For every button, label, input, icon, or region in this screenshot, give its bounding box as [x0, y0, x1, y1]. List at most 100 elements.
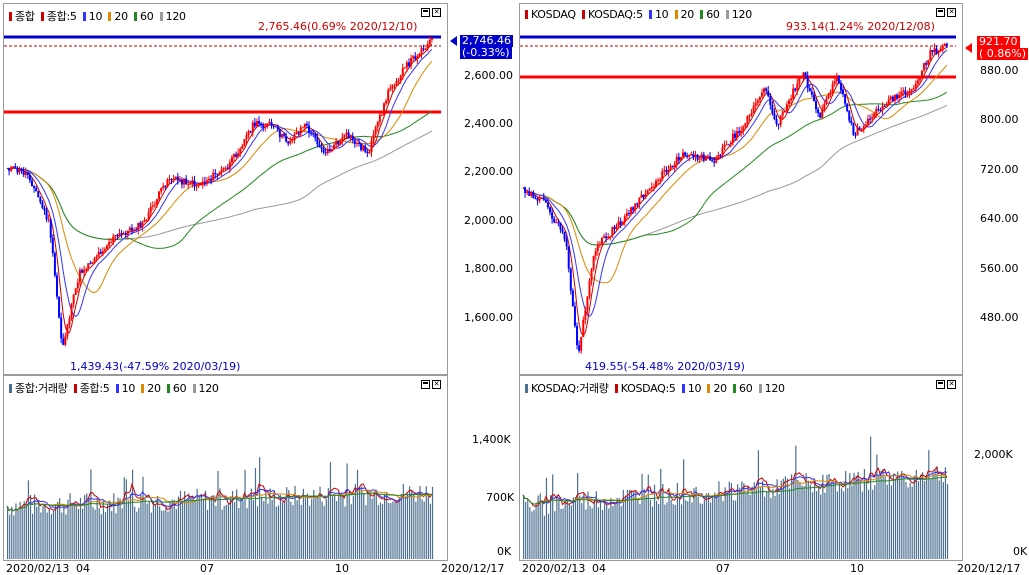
volume-bar — [574, 497, 577, 559]
legend-ma10: 10 — [88, 10, 103, 23]
legend-series: 종합 — [15, 10, 35, 23]
volume-bar — [730, 483, 733, 559]
candle-body — [532, 192, 535, 199]
volume-bar — [59, 498, 61, 559]
y-tick: 2,600.00 — [464, 69, 513, 82]
volume-bar — [897, 471, 899, 559]
candle-body — [39, 197, 42, 203]
candle-body — [262, 125, 265, 128]
kospi-current-change: (-0.33%) — [460, 46, 512, 59]
candle-body — [324, 152, 327, 154]
close-icon[interactable] — [432, 8, 441, 17]
candle-body — [416, 56, 419, 59]
kosdaq-price-panel[interactable]: KOSDAQ KOSDAQ:5 10 20 60 120 — [519, 3, 963, 375]
ma120-line — [6, 130, 433, 240]
volume-bar — [649, 499, 651, 559]
candle-body — [247, 131, 250, 136]
candle-body — [305, 123, 308, 126]
candle-body — [70, 303, 73, 319]
candle-body — [272, 125, 275, 127]
y-tick: 2,000.00 — [464, 214, 513, 227]
candle-body — [706, 156, 709, 158]
volume-bar — [9, 514, 11, 559]
maximize-icon[interactable] — [421, 380, 430, 389]
volume-bar — [329, 462, 332, 559]
volume-bar — [325, 499, 327, 559]
legend-ma5: 종합:5 — [79, 382, 110, 395]
volume-bar — [200, 493, 202, 559]
candle-body — [729, 142, 732, 145]
candle-body — [224, 167, 227, 169]
volume-bar — [115, 513, 117, 559]
candle-body — [862, 126, 865, 130]
candle-body — [723, 144, 726, 148]
volume-bar — [252, 500, 254, 559]
candle-body — [904, 90, 907, 95]
volume-bar — [697, 497, 699, 559]
candle-body — [549, 207, 552, 213]
volume-bar — [847, 488, 849, 559]
volume-bar — [878, 475, 880, 559]
volume-bar — [73, 505, 75, 559]
kospi-volume-plot — [6, 457, 434, 559]
candle-body — [725, 144, 728, 146]
volume-bar — [315, 497, 317, 559]
volume-bar — [545, 477, 548, 559]
candle-body — [665, 170, 668, 173]
candle-body — [889, 96, 892, 100]
volume-bar — [903, 473, 905, 559]
candle-body — [875, 108, 878, 114]
candle-body — [105, 245, 108, 250]
volume-bar — [121, 508, 123, 559]
candle-body — [781, 111, 784, 116]
maximize-icon[interactable] — [421, 8, 430, 17]
volume-bar — [259, 457, 261, 559]
candle-body — [765, 88, 768, 91]
close-icon[interactable] — [947, 380, 956, 389]
candle-body — [763, 88, 766, 93]
kosdaq-volume-plot — [522, 436, 949, 559]
candle-body — [914, 83, 917, 89]
candle-body — [630, 207, 633, 214]
volume-bar — [691, 502, 693, 559]
candle-body — [45, 210, 48, 220]
candle-body — [333, 144, 336, 150]
volume-bar — [313, 490, 315, 559]
volume-bar — [294, 485, 296, 559]
volume-bar — [52, 510, 55, 559]
volume-bar — [269, 488, 271, 559]
candle-body — [785, 104, 788, 111]
candle-body — [228, 162, 231, 169]
maximize-icon[interactable] — [936, 380, 945, 389]
candle-body — [673, 163, 676, 168]
vol-tick: 0K — [497, 545, 512, 558]
candle-body — [422, 48, 425, 50]
volume-bar — [946, 483, 949, 559]
candle-body — [544, 199, 547, 203]
legend-series: 종합:거래량 — [15, 382, 68, 395]
candle-body — [326, 149, 329, 154]
candle-body — [540, 197, 543, 199]
candle-body — [871, 117, 874, 120]
maximize-icon[interactable] — [936, 8, 945, 17]
volume-bar — [384, 493, 386, 559]
candle-body — [694, 154, 697, 157]
volume-bar — [853, 472, 855, 559]
volume-bar — [795, 445, 797, 559]
kospi-price-panel[interactable]: 종합 종합:5 10 20 60 120 — [3, 3, 448, 375]
volume-bar — [741, 481, 743, 559]
candle-body — [62, 338, 65, 345]
volume-bar — [77, 509, 80, 559]
close-icon[interactable] — [432, 380, 441, 389]
candle-body — [403, 67, 406, 69]
volume-bar — [712, 496, 714, 559]
volume-bar — [102, 500, 105, 559]
candle-body — [330, 149, 333, 152]
candle-body — [30, 180, 33, 187]
close-icon[interactable] — [947, 8, 956, 17]
volume-bar — [65, 514, 67, 559]
candle-body — [133, 229, 136, 231]
volume-bar — [21, 505, 23, 559]
x-label: 10 — [850, 562, 864, 575]
volume-bar — [29, 494, 32, 559]
